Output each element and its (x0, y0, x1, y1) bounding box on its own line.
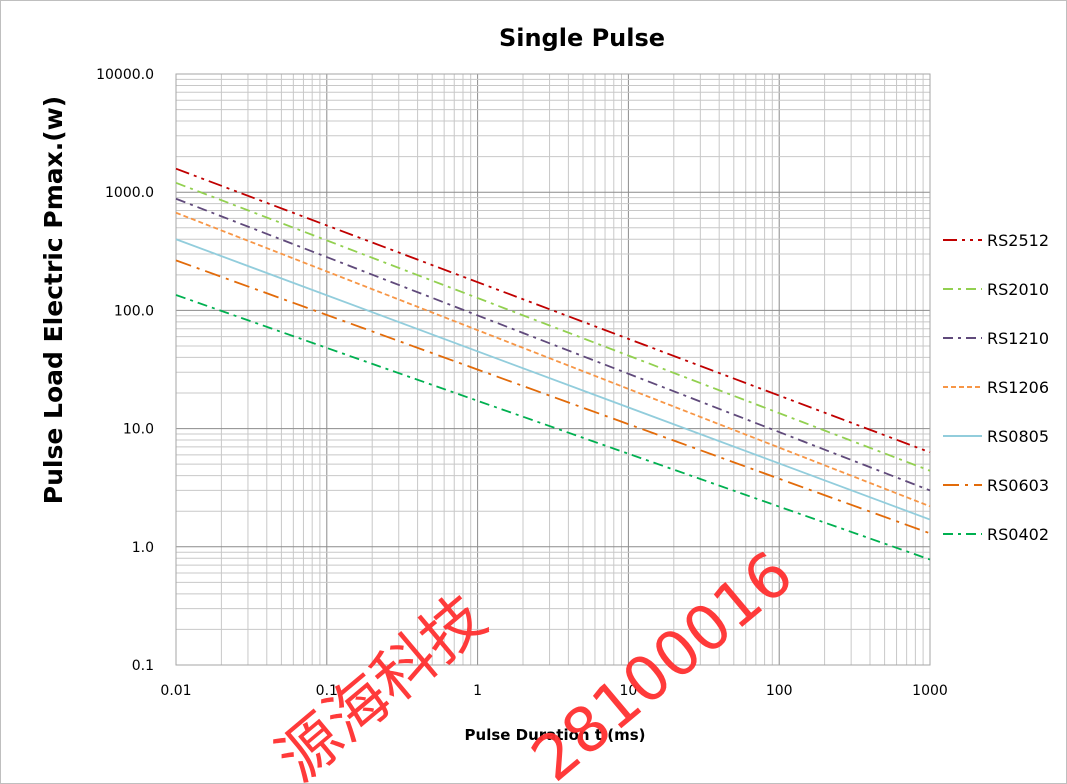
y-tick-label: 1000.0 (105, 185, 154, 201)
legend-label-rs0805: RS0805 (987, 427, 1049, 446)
legend-label-rs2512: RS2512 (987, 231, 1049, 250)
legend: RS2512 RS2010 RS1210 RS1206 RS0805 RS0603 RS04… (943, 231, 1049, 544)
series-rs0402 (175, 294, 931, 561)
watermark-cn: 源海科技 (263, 580, 500, 784)
x-tick-label: 0.01 (160, 683, 191, 699)
series-rs1206 (175, 211, 931, 508)
x-tick-label: 100 (766, 683, 793, 699)
plot-grid (175, 74, 930, 666)
legend-label-rs1206: RS1206 (987, 378, 1049, 397)
series-rs2512 (175, 167, 931, 454)
y-tick-label: 100.0 (114, 303, 154, 319)
series-lines (175, 167, 931, 561)
plot-area (175, 73, 931, 666)
x-tick-label: 1 (473, 683, 482, 699)
series-rs0805 (175, 238, 931, 521)
series-rs0603 (175, 259, 931, 535)
watermark-num: 28100016 (518, 537, 807, 784)
series-rs1210 (175, 197, 931, 492)
y-axis-label: Pulse Load Electric Pmax.(w) (39, 96, 68, 504)
axis-ticks: 0.01 0.1 1 10 100 1000 0.1 1.0 10.0 100.0 1000.0 10… (96, 67, 948, 699)
legend-label-rs0402: RS0402 (987, 525, 1049, 544)
legend-label-rs0603: RS0603 (987, 476, 1049, 495)
x-axis-label: Pulse Duration t (ms) (465, 726, 646, 744)
y-tick-label: 0.1 (132, 658, 154, 674)
x-tick-label: 1000 (912, 683, 948, 699)
series-rs2010 (175, 181, 931, 472)
legend-label-rs2010: RS2010 (987, 280, 1049, 299)
y-tick-label: 10000.0 (96, 67, 154, 83)
y-tick-label: 1.0 (132, 540, 154, 556)
chart-title: Single Pulse (499, 24, 665, 52)
watermark: 源海科技 28100016 (263, 537, 807, 784)
x-tick-label: 10 (619, 683, 637, 699)
legend-label-rs1210: RS1210 (987, 329, 1049, 348)
x-tick-label: 0.1 (316, 683, 338, 699)
y-tick-label: 10.0 (123, 422, 154, 438)
